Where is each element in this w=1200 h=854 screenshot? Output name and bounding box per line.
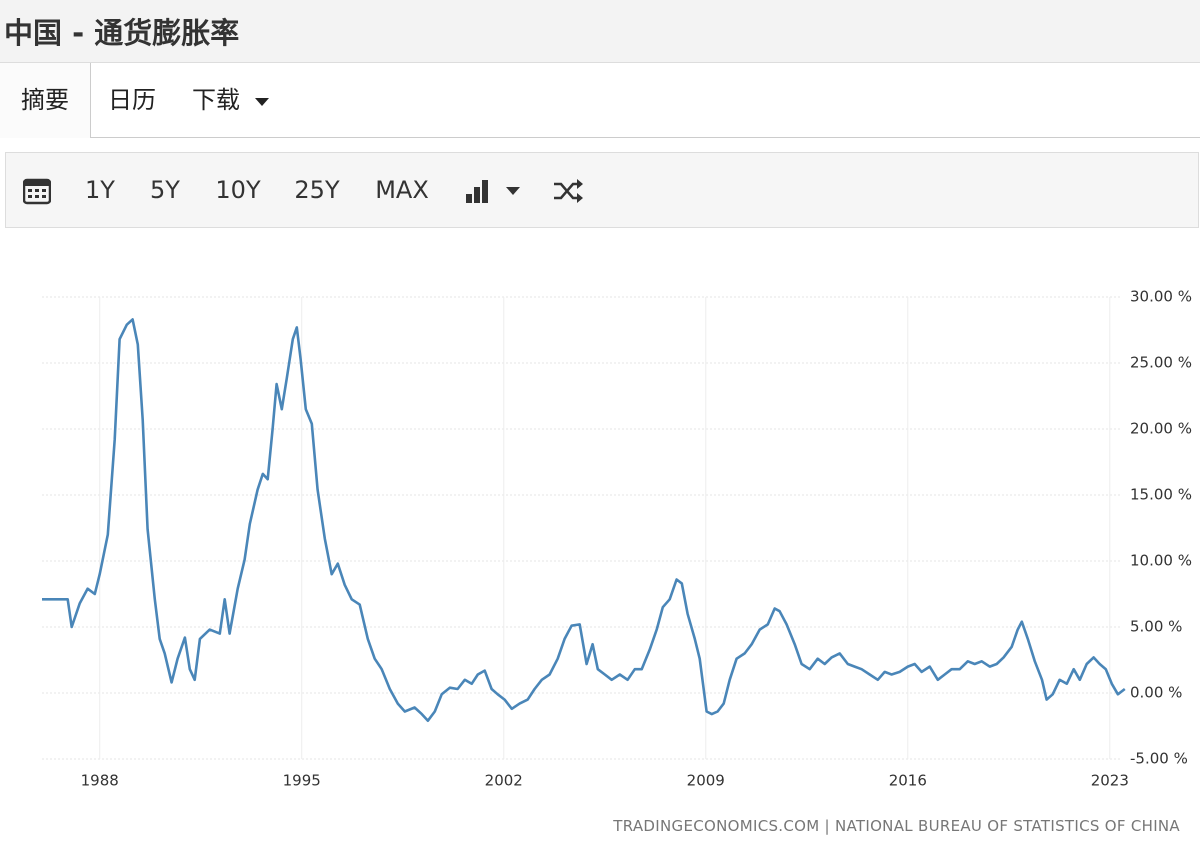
tab[interactable]: 下载	[192, 63, 270, 137]
y-tick-label: 0.00 %	[1130, 684, 1182, 702]
y-tick-label: 30.00 %	[1130, 288, 1192, 306]
x-tick-label: 1988	[81, 772, 119, 790]
range-button[interactable]: MAX	[375, 176, 429, 204]
x-tick-label: 2023	[1091, 772, 1129, 790]
y-tick-label: 5.00 %	[1130, 618, 1182, 636]
y-tick-label: 25.00 %	[1130, 354, 1192, 372]
x-tick-label: 2002	[485, 772, 523, 790]
x-tick-label: 1995	[283, 772, 321, 790]
range-button[interactable]: 25Y	[294, 176, 340, 204]
page-title: 中国 - 通货膨胀率	[4, 16, 240, 50]
y-tick-label: 10.00 %	[1130, 552, 1192, 570]
dropdown-caret	[254, 98, 269, 106]
calendar-icon[interactable]	[23, 177, 51, 205]
x-tick-label: 2016	[889, 772, 927, 790]
y-tick-label: -5.00 %	[1130, 750, 1188, 768]
range-button[interactable]: 10Y	[215, 176, 261, 204]
tab[interactable]: 摘要	[0, 63, 91, 138]
line-series	[42, 318, 1126, 722]
title-bar: 中国 - 通货膨胀率	[0, 0, 1200, 63]
range-button[interactable]: 1Y	[85, 176, 115, 204]
source-note: TRADINGECONOMICS.COM | NATIONAL BUREAU O…	[613, 817, 1180, 835]
x-tick-label: 2009	[687, 772, 725, 790]
shuffle-icon[interactable]	[552, 177, 584, 205]
chart-type-button[interactable]	[464, 177, 534, 205]
tab-bar: 摘要 日历 下载	[0, 63, 1200, 138]
y-tick-label: 20.00 %	[1130, 420, 1192, 438]
tab[interactable]: 日历	[108, 86, 156, 114]
tab-label: 下载	[192, 86, 240, 114]
y-tick-label: 15.00 %	[1130, 486, 1192, 504]
range-button[interactable]: 5Y	[150, 176, 180, 204]
toolbar: 1Y 5Y 10Y 25Y MAX	[5, 152, 1199, 228]
